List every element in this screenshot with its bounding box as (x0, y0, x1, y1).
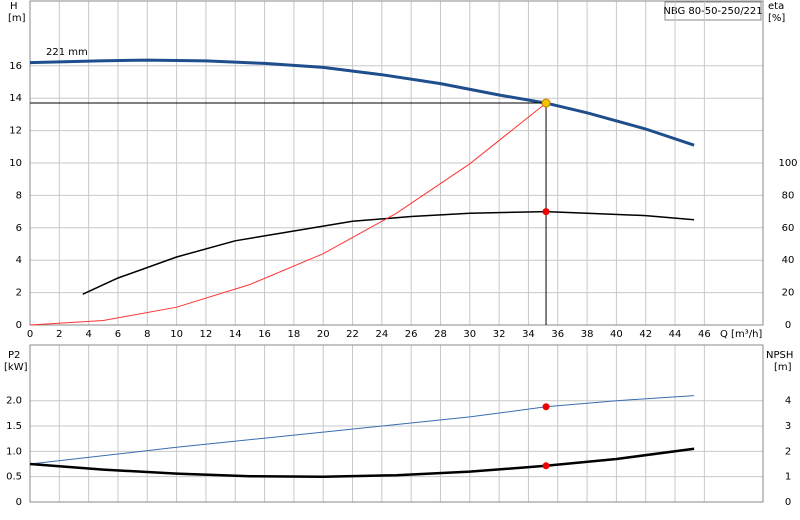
x-tick-label: 44 (669, 329, 682, 340)
npsh-point (542, 462, 550, 470)
x-label: Q [m³/h] (720, 329, 762, 340)
y-tick-label: 1.5 (6, 421, 22, 432)
y-label: P2 (8, 350, 20, 361)
x-tick-label: 20 (317, 329, 330, 340)
y-tick-label: 0.5 (6, 472, 22, 483)
x-tick-label: 40 (610, 329, 623, 340)
y2-tick-label: 0 (785, 320, 791, 331)
x-tick-label: 22 (346, 329, 359, 340)
x-tick-label: 46 (698, 329, 711, 340)
x-tick-label: 4 (85, 329, 91, 340)
plot-frame (29, 0, 764, 326)
y-tick-label: 1.0 (6, 446, 22, 457)
y2-tick-label: 60 (782, 223, 795, 234)
y2-tick-label: 4 (785, 396, 791, 407)
x-tick-label: 34 (522, 329, 535, 340)
y2-tick-label: 2 (785, 446, 791, 457)
y2-unit: [m] (774, 362, 792, 373)
x-tick-label: 8 (144, 329, 150, 340)
x-tick-label: 16 (258, 329, 271, 340)
x-tick-label: 10 (170, 329, 183, 340)
y-tick-label: 12 (9, 126, 22, 137)
x-tick-label: 26 (405, 329, 418, 340)
curve (29, 102, 547, 326)
y-tick-label: 10 (9, 158, 22, 169)
y2-label: NPSH (766, 350, 793, 361)
p2-point (542, 403, 550, 411)
y2-unit: [%] (768, 13, 785, 24)
x-tick-label: 36 (551, 329, 564, 340)
y2-tick-label: 1 (785, 472, 791, 483)
x-tick-label: 38 (581, 329, 594, 340)
chart-title: NBG 80-50-250/221 (663, 6, 762, 17)
x-tick-label: 32 (493, 329, 506, 340)
x-tick-label: 6 (115, 329, 121, 340)
y2-tick-label: 100 (778, 158, 797, 169)
y-tick-label: 6 (16, 223, 22, 234)
y2-tick-label: 0 (785, 497, 791, 508)
curve (29, 58, 695, 147)
y-tick-label: 16 (9, 61, 22, 72)
x-tick-label: 28 (434, 329, 447, 340)
y2-tick-label: 80 (782, 190, 795, 201)
y-tick-label: 4 (16, 255, 22, 266)
y-unit: [m] (8, 13, 26, 24)
y-tick-label: 0 (16, 497, 22, 508)
x-tick-label: 0 (27, 329, 33, 340)
y-unit: [kW] (4, 362, 28, 373)
x-tick-label: 24 (375, 329, 388, 340)
curve (82, 210, 695, 295)
y-label: H (10, 1, 18, 12)
x-tick-label: 30 (463, 329, 476, 340)
x-tick-label: 2 (56, 329, 62, 340)
plot-frame (29, 344, 764, 503)
x-tick-label: 12 (200, 329, 213, 340)
y2-tick-label: 20 (782, 288, 795, 299)
y2-label: eta (768, 1, 784, 12)
curve (29, 395, 695, 465)
y-tick-label: 14 (9, 93, 22, 104)
x-tick-label: 14 (229, 329, 242, 340)
y-tick-label: 2 (16, 288, 22, 299)
duty-point (541, 98, 551, 108)
y2-tick-label: 3 (785, 421, 791, 432)
y2-tick-label: 40 (782, 255, 795, 266)
curve (29, 447, 695, 478)
y-tick-label: 8 (16, 190, 22, 201)
title-box (664, 1, 762, 21)
x-tick-label: 42 (639, 329, 652, 340)
y-tick-label: 0 (16, 320, 22, 331)
y-tick-label: 2.0 (6, 396, 22, 407)
eta-point (542, 208, 550, 216)
x-tick-label: 18 (288, 329, 301, 340)
annotation: 221 mm (46, 47, 88, 58)
